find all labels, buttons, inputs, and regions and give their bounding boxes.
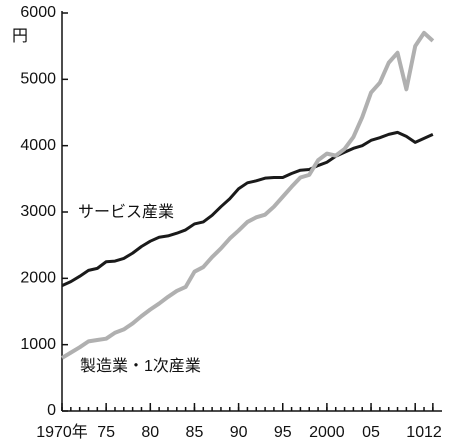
y-tick-label: 4000 (20, 137, 56, 154)
x-tick-label: 75 (97, 424, 115, 441)
x-tick-label: 2000 (309, 424, 345, 441)
y-tick-label: 2000 (20, 270, 56, 287)
series-label: 製造業・1次産業 (80, 357, 201, 375)
y-tick-label: 6000 (20, 4, 56, 21)
y-tick-label: 1000 (20, 336, 56, 353)
series-line (61, 130, 434, 287)
x-tick-label: 90 (230, 424, 248, 441)
y-unit: 円 (12, 28, 28, 45)
x-tick-label: 05 (362, 424, 380, 441)
y-tick-label: 5000 (20, 71, 56, 88)
x-tick-label: 10 (406, 424, 424, 441)
series-line (60, 30, 435, 360)
x-tick-label: 1970年 (36, 423, 88, 441)
series-label: サービス産業 (78, 203, 174, 221)
y-tick-label: 3000 (20, 203, 56, 220)
x-tick-label: 85 (186, 424, 204, 441)
x-tick-label: 80 (141, 424, 159, 441)
y-tick-label: 0 (47, 402, 56, 419)
x-tick-label: 95 (274, 424, 292, 441)
x-tick-label: 12 (424, 424, 442, 441)
